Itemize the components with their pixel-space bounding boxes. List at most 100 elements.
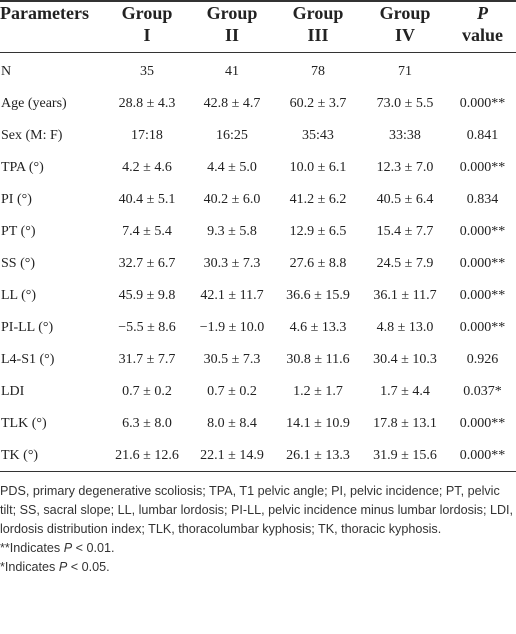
cell-value: 40.5 ± 6.4 xyxy=(376,192,434,207)
table-cell: TLK (°) xyxy=(0,407,105,439)
cell-value: 1.7 ± 4.4 xyxy=(380,384,430,399)
table-cell: TK (°) xyxy=(0,439,105,472)
cell-value: 0.000** xyxy=(459,320,506,335)
table-cell: 30.8 ± 11.6 xyxy=(275,343,361,375)
table-cell: 0.841 xyxy=(449,119,516,151)
table-row: PI (°) 40.4 ± 5.1 40.2 ± 6.0 41.2 ± 6.2 40.5… xyxy=(0,183,516,215)
table-cell: 9.3 ± 5.8 xyxy=(189,215,275,247)
cell-value: 1.2 ± 1.7 xyxy=(293,384,343,399)
table-cell: 36.6 ± 15.9 xyxy=(275,279,361,311)
table-cell: 36.1 ± 11.7 xyxy=(361,279,449,311)
header-text: Group xyxy=(292,3,344,23)
table-cell: 4.4 ± 5.0 xyxy=(189,151,275,183)
row-label: Age (years) xyxy=(1,96,67,111)
row-label: LDI xyxy=(1,384,25,399)
table-cell: L4-S1 (°) xyxy=(0,343,105,375)
table-cell: 0.000** xyxy=(449,247,516,279)
table-cell: 7.4 ± 5.4 xyxy=(105,215,189,247)
cell-value: 27.6 ± 8.8 xyxy=(289,256,347,271)
table-cell: 30.4 ± 10.3 xyxy=(361,343,449,375)
table-row: LDI 0.7 ± 0.2 0.7 ± 0.2 1.2 ± 1.7 1.7 ± 4.4 0… xyxy=(0,375,516,407)
table-cell: 0.000** xyxy=(449,407,516,439)
table-cell: 0.000** xyxy=(449,151,516,183)
cell-value: 12.9 ± 6.5 xyxy=(289,224,347,239)
row-label: SS (°) xyxy=(1,256,35,271)
table-cell: 60.2 ± 3.7 xyxy=(275,87,361,119)
cell-value: 36.1 ± 11.7 xyxy=(373,288,437,303)
cell-value: 10.0 ± 6.1 xyxy=(289,160,347,175)
cell-value: 35:43 xyxy=(302,128,334,143)
table-cell: 31.9 ± 15.6 xyxy=(361,439,449,472)
table-cell: 0.7 ± 0.2 xyxy=(189,375,275,407)
header-text: Parameters xyxy=(0,3,89,23)
row-label: L4-S1 (°) xyxy=(1,352,55,367)
note: *Indicates P < 0.05. xyxy=(0,558,516,577)
table-row: PT (°) 7.4 ± 5.4 9.3 ± 5.8 12.9 ± 6.5 15.4 ±… xyxy=(0,215,516,247)
cell-value: 30.5 ± 7.3 xyxy=(203,352,261,367)
table-cell: 31.7 ± 7.7 xyxy=(105,343,189,375)
cell-value: 0.926 xyxy=(466,352,499,367)
cell-value: 71 xyxy=(398,64,412,79)
table-cell: 27.6 ± 8.8 xyxy=(275,247,361,279)
table-cell: 10.0 ± 6.1 xyxy=(275,151,361,183)
row-label: LL (°) xyxy=(1,288,37,303)
cell-value: 6.3 ± 8.0 xyxy=(122,416,172,431)
table-cell: −1.9 ± 10.0 xyxy=(189,311,275,343)
footnotes: PDS, primary degenerative scoliosis; TPA… xyxy=(0,472,516,577)
table-cell: 30.5 ± 7.3 xyxy=(189,343,275,375)
cell-value: 0.000** xyxy=(459,96,506,111)
table-cell: 78 xyxy=(275,53,361,88)
table-cell: 45.9 ± 9.8 xyxy=(105,279,189,311)
cell-value: 0.037* xyxy=(463,384,502,399)
cell-value: 7.4 ± 5.4 xyxy=(122,224,172,239)
cell-value: 42.1 ± 11.7 xyxy=(200,288,264,303)
header-text: III xyxy=(307,25,329,45)
cell-value: 15.4 ± 7.7 xyxy=(376,224,434,239)
table-cell: 28.8 ± 4.3 xyxy=(105,87,189,119)
table-cell: 42.1 ± 11.7 xyxy=(189,279,275,311)
table-body: N 35 41 78 71 Age (years) 28.8 ± 4.3 42.8 ± 4.7… xyxy=(0,53,516,472)
cell-value: 4.4 ± 5.0 xyxy=(207,160,257,175)
cell-value: 0.841 xyxy=(466,128,499,143)
cell-value: 31.9 ± 15.6 xyxy=(373,448,437,463)
cell-value: 12.3 ± 7.0 xyxy=(376,160,434,175)
table-cell: LDI xyxy=(0,375,105,407)
cell-value: 26.1 ± 13.3 xyxy=(286,448,350,463)
table-cell: 16:25 xyxy=(189,119,275,151)
table-cell: 0.7 ± 0.2 xyxy=(105,375,189,407)
table-cell: 73.0 ± 5.5 xyxy=(361,87,449,119)
table-cell xyxy=(449,53,516,88)
table-cell: 17:18 xyxy=(105,119,189,151)
cell-value: 0.000** xyxy=(459,160,506,175)
table-row: N 35 41 78 71 xyxy=(0,53,516,88)
cell-value: 33:38 xyxy=(389,128,421,143)
table-row: SS (°) 32.7 ± 6.7 30.3 ± 7.3 27.6 ± 8.8 24.5… xyxy=(0,247,516,279)
table-row: L4-S1 (°) 31.7 ± 7.7 30.5 ± 7.3 30.8 ± 11.6… xyxy=(0,343,516,375)
table-row: PI-LL (°) −5.5 ± 8.6 −1.9 ± 10.0 4.6 ± 13.3… xyxy=(0,311,516,343)
table-cell: 35 xyxy=(105,53,189,88)
table-cell: 4.6 ± 13.3 xyxy=(275,311,361,343)
table-cell: Sex (M: F) xyxy=(0,119,105,151)
cell-value: 4.2 ± 4.6 xyxy=(122,160,172,175)
cell-value: 16:25 xyxy=(216,128,248,143)
cell-value: 0.000** xyxy=(459,416,506,431)
table-cell: 24.5 ± 7.9 xyxy=(361,247,449,279)
cell-value: 0.000** xyxy=(459,224,506,239)
table-cell: 40.4 ± 5.1 xyxy=(105,183,189,215)
table-cell: 71 xyxy=(361,53,449,88)
table-cell: 41 xyxy=(189,53,275,88)
table-cell: 1.7 ± 4.4 xyxy=(361,375,449,407)
note-text: **Indicates xyxy=(0,541,64,555)
table-cell: PI-LL (°) xyxy=(0,311,105,343)
cell-value: 41.2 ± 6.2 xyxy=(289,192,347,207)
cell-value: 73.0 ± 5.5 xyxy=(376,96,434,111)
table-cell: PT (°) xyxy=(0,215,105,247)
table-row: TK (°) 21.6 ± 12.6 22.1 ± 14.9 26.1 ± 13.3 3… xyxy=(0,439,516,472)
table-cell: N xyxy=(0,53,105,88)
cell-value: 9.3 ± 5.8 xyxy=(207,224,257,239)
cell-value: 31.7 ± 7.7 xyxy=(118,352,176,367)
cell-value: 4.6 ± 13.3 xyxy=(289,320,347,335)
